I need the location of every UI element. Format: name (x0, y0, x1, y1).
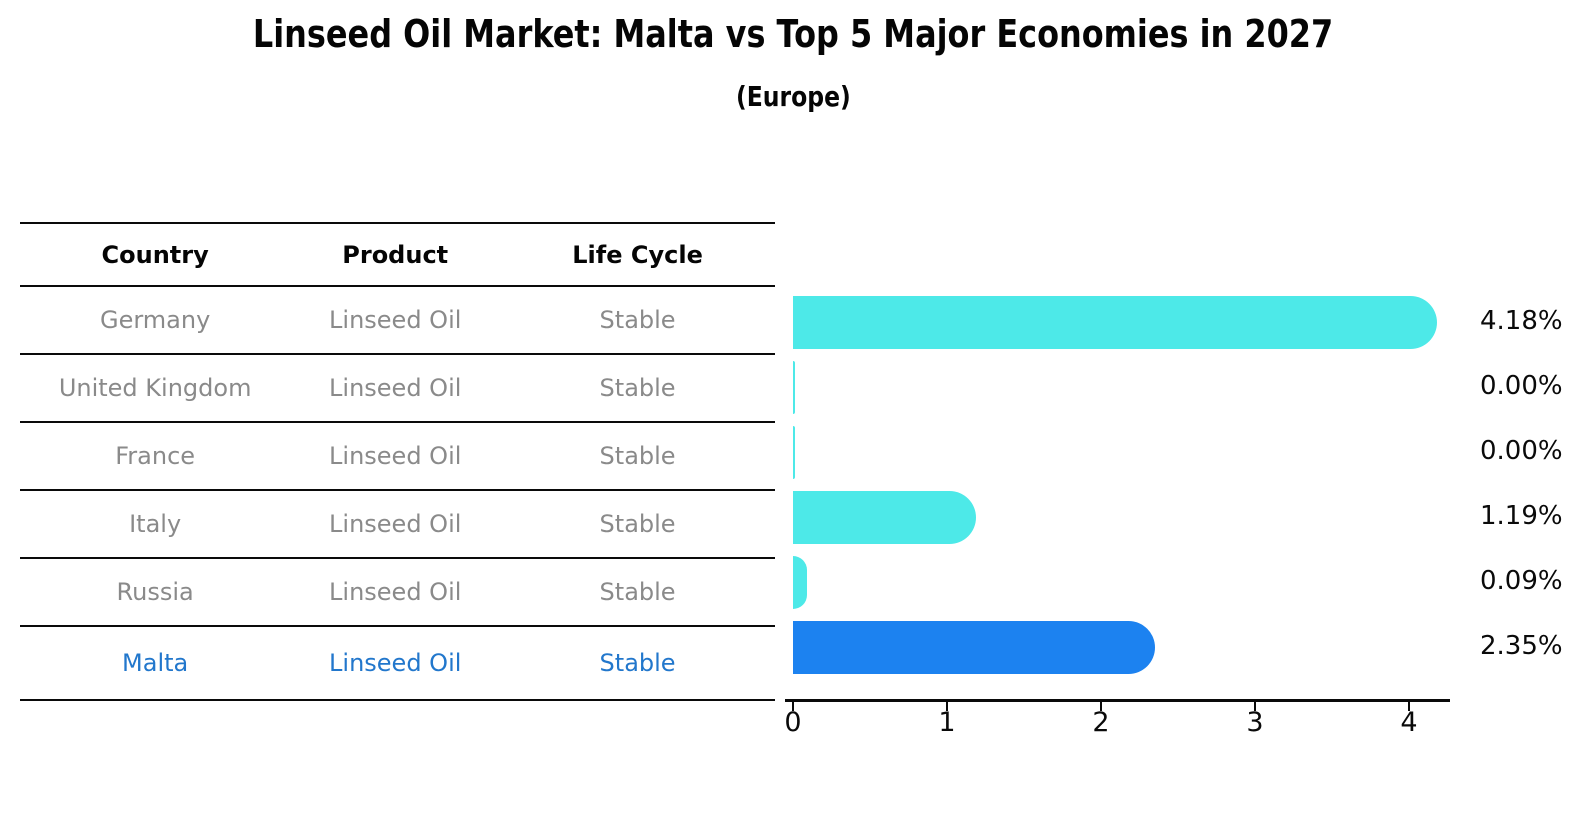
x-tick (946, 702, 948, 711)
bar-germany (793, 296, 1437, 349)
bar-row (793, 420, 1451, 485)
table-row-germany: Germany Linseed Oil Stable (20, 287, 775, 355)
bar-russia (793, 556, 807, 609)
cell-life-cycle: Stable (599, 510, 676, 538)
bar-italy (793, 491, 976, 544)
value-label-malta: 2.35% (1480, 631, 1563, 661)
header-country: Country (101, 240, 209, 269)
x-tick-label: 3 (1246, 707, 1264, 738)
cell-product: Linseed Oil (329, 578, 462, 606)
bar-france (793, 426, 795, 479)
cell-country: Italy (129, 510, 182, 538)
x-tick-label: 4 (1400, 707, 1418, 738)
bar-row (793, 355, 1451, 420)
cell-life-cycle: Stable (599, 374, 676, 402)
value-label-italy: 1.19% (1480, 501, 1563, 531)
header-product: Product (342, 240, 449, 269)
cell-product: Linseed Oil (329, 306, 462, 334)
cell-life-cycle: Stable (599, 306, 676, 334)
value-label-united-kingdom: 0.00% (1480, 371, 1563, 401)
cell-country: Germany (99, 306, 211, 334)
value-label-germany: 4.18% (1480, 306, 1563, 336)
x-tick (1100, 702, 1102, 711)
x-tick (1254, 702, 1256, 711)
cell-product: Linseed Oil (329, 374, 462, 402)
x-tick-label: 2 (1092, 707, 1110, 738)
cell-life-cycle: Stable (599, 442, 676, 470)
x-tick-label: 0 (784, 707, 802, 738)
header-life-cycle: Life Cycle (572, 240, 703, 269)
table-header-row: Country Product Life Cycle (20, 222, 775, 287)
cell-product: Linseed Oil (329, 442, 462, 470)
bar-chart (793, 290, 1451, 680)
bar-row (793, 550, 1451, 615)
cell-product: Linseed Oil (329, 510, 462, 538)
table-row-russia: Russia Linseed Oil Stable (20, 559, 775, 627)
data-table: Country Product Life Cycle Germany Linse… (20, 222, 775, 701)
cell-country: France (115, 442, 196, 470)
cell-country: Russia (116, 578, 194, 606)
x-axis-line (785, 699, 1450, 702)
cell-country: United Kingdom (58, 374, 252, 402)
bar-united-kingdom (793, 361, 795, 414)
chart-title-text: Linseed Oil Market: Malta vs Top 5 Major… (252, 12, 1334, 56)
cell-product: Linseed Oil (329, 649, 462, 677)
chart-subtitle: (Europe) (0, 80, 1586, 113)
bar-malta (793, 621, 1155, 674)
bar-row (793, 485, 1451, 550)
cell-life-cycle: Stable (599, 578, 676, 606)
bar-row (793, 290, 1451, 355)
table-row-malta: Malta Linseed Oil Stable (20, 627, 775, 701)
value-label-france: 0.00% (1480, 436, 1563, 466)
x-tick (792, 702, 794, 711)
x-tick-label: 1 (938, 707, 956, 738)
table-row-united-kingdom: United Kingdom Linseed Oil Stable (20, 355, 775, 423)
chart-subtitle-text: (Europe) (735, 80, 851, 113)
cell-life-cycle: Stable (599, 649, 676, 677)
x-tick (1408, 702, 1410, 711)
table-row-italy: Italy Linseed Oil Stable (20, 491, 775, 559)
table-row-france: France Linseed Oil Stable (20, 423, 775, 491)
bar-row (793, 615, 1451, 680)
cell-country: Malta (122, 649, 189, 677)
value-label-russia: 0.09% (1480, 566, 1563, 596)
chart-title: Linseed Oil Market: Malta vs Top 5 Major… (0, 12, 1586, 56)
